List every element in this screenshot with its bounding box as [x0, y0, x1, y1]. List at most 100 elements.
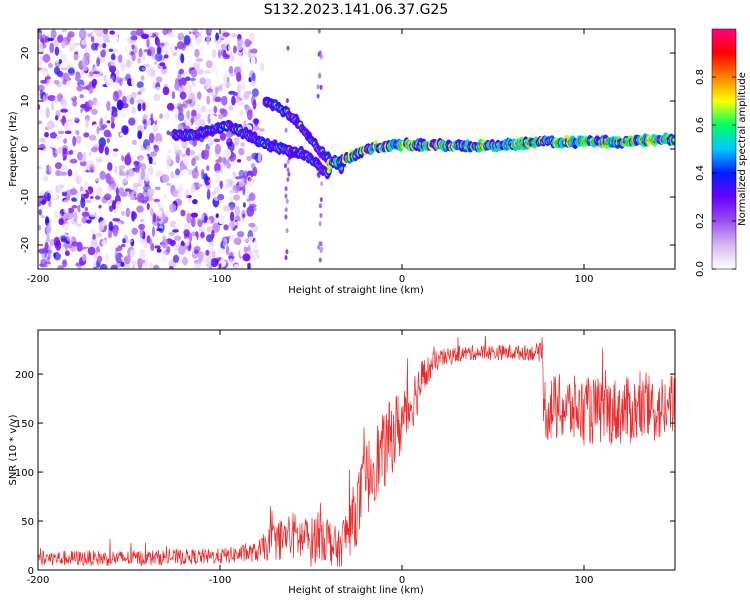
snr-x-tick-label: 100: [574, 575, 593, 586]
noise-blob: [240, 265, 245, 269]
noise-blob: [191, 231, 197, 237]
noise-blob: [132, 185, 138, 195]
noise-blob: [134, 163, 140, 174]
noise-blob: [174, 223, 181, 228]
noise-blob: [163, 194, 168, 199]
snr-y-tick-label: 0: [28, 566, 34, 577]
noise-blob: [243, 246, 248, 254]
noise-blob: [206, 35, 211, 46]
noise-blob: [57, 146, 63, 154]
noise-blob: [161, 253, 168, 263]
noise-blob: [69, 149, 74, 155]
noise-blob: [126, 210, 132, 215]
noise-blob: [247, 262, 251, 269]
snr-y-tick-label: 150: [15, 419, 34, 430]
noise-blob: [102, 32, 109, 43]
noise-blob: [248, 176, 255, 188]
noise-blob: [240, 142, 246, 147]
noise-blob: [181, 139, 188, 149]
noise-blob: [234, 176, 242, 180]
noise-blob: [178, 68, 184, 75]
noise-blob: [76, 77, 81, 83]
noise-blob: [162, 86, 170, 96]
noise-blob: [185, 147, 191, 157]
noise-blob: [153, 254, 162, 265]
noise-blob: [233, 194, 241, 201]
noise-blob: [233, 137, 240, 147]
noise-blob: [148, 132, 155, 144]
noise-blob: [106, 78, 114, 88]
noise-blob: [205, 60, 213, 69]
noise-blob: [40, 258, 47, 266]
noise-blob: [286, 159, 290, 165]
noise-blob: [109, 67, 115, 73]
noise-blob: [203, 257, 211, 265]
noise-blob: [147, 55, 151, 65]
noise-blob: [156, 248, 162, 253]
noise-blob: [195, 103, 201, 110]
noise-blob: [124, 255, 131, 265]
noise-blob: [115, 187, 119, 196]
noise-blob: [40, 214, 46, 219]
noise-blob: [38, 195, 43, 202]
noise-blob: [248, 192, 256, 202]
noise-blob: [180, 53, 185, 64]
noise-blob: [139, 227, 144, 239]
noise-blob: [219, 163, 224, 174]
noise-blob: [162, 29, 169, 35]
noise-blob: [75, 135, 82, 144]
noise-blob: [206, 95, 210, 105]
noise-blob: [119, 171, 127, 177]
noise-blob: [84, 207, 89, 211]
noise-blob: [112, 218, 121, 222]
noise-blob: [106, 137, 111, 144]
noise-blob: [229, 73, 236, 77]
noise-blob: [110, 53, 116, 61]
noise-blob: [140, 169, 146, 180]
noise-blob: [212, 80, 221, 88]
noise-blob: [284, 193, 288, 199]
colorbar-tick-label: 0.8: [695, 69, 706, 85]
colorbar-frame: [711, 28, 737, 270]
noise-blob: [211, 229, 215, 239]
noise-blob: [172, 52, 178, 56]
noise-blob: [188, 31, 192, 35]
noise-blob: [113, 82, 121, 92]
noise-blob: [55, 230, 63, 235]
noise-blob: [186, 110, 191, 120]
noise-blob: [153, 198, 160, 203]
noise-blob: [186, 99, 193, 104]
noise-blob: [49, 238, 55, 247]
noise-blob: [39, 89, 44, 100]
noise-blob: [238, 178, 245, 188]
noise-blob: [115, 201, 122, 211]
noise-blob: [63, 207, 69, 214]
noise-blob: [95, 101, 100, 107]
noise-blob: [173, 108, 179, 115]
noise-blob: [106, 100, 111, 111]
noise-blob: [242, 253, 251, 262]
noise-blob: [176, 41, 185, 50]
noise-blob: [63, 138, 68, 144]
snr-panel: -200 -100 0 100 0 50 100 150 200 Height of stra…: [8, 329, 676, 596]
noise-blob: [100, 49, 106, 58]
noise-blob: [124, 43, 128, 54]
noise-blob: [116, 69, 120, 79]
noise-blob: [185, 189, 190, 198]
noise-blob: [131, 106, 137, 114]
noise-blob: [45, 93, 49, 101]
noise-blob: [99, 263, 108, 269]
noise-blob: [54, 211, 59, 219]
noise-blob: [71, 205, 78, 209]
noise-blob: [137, 130, 143, 140]
noise-blob: [229, 190, 236, 194]
noise-blob: [258, 131, 263, 137]
noise-blob: [174, 149, 183, 157]
noise-blob: [101, 239, 108, 246]
noise-blob: [110, 122, 115, 129]
noise-blob: [151, 55, 156, 60]
noise-blob: [45, 107, 50, 119]
noise-blob: [61, 53, 68, 63]
noise-blob: [87, 246, 96, 256]
noise-blob: [120, 62, 126, 72]
